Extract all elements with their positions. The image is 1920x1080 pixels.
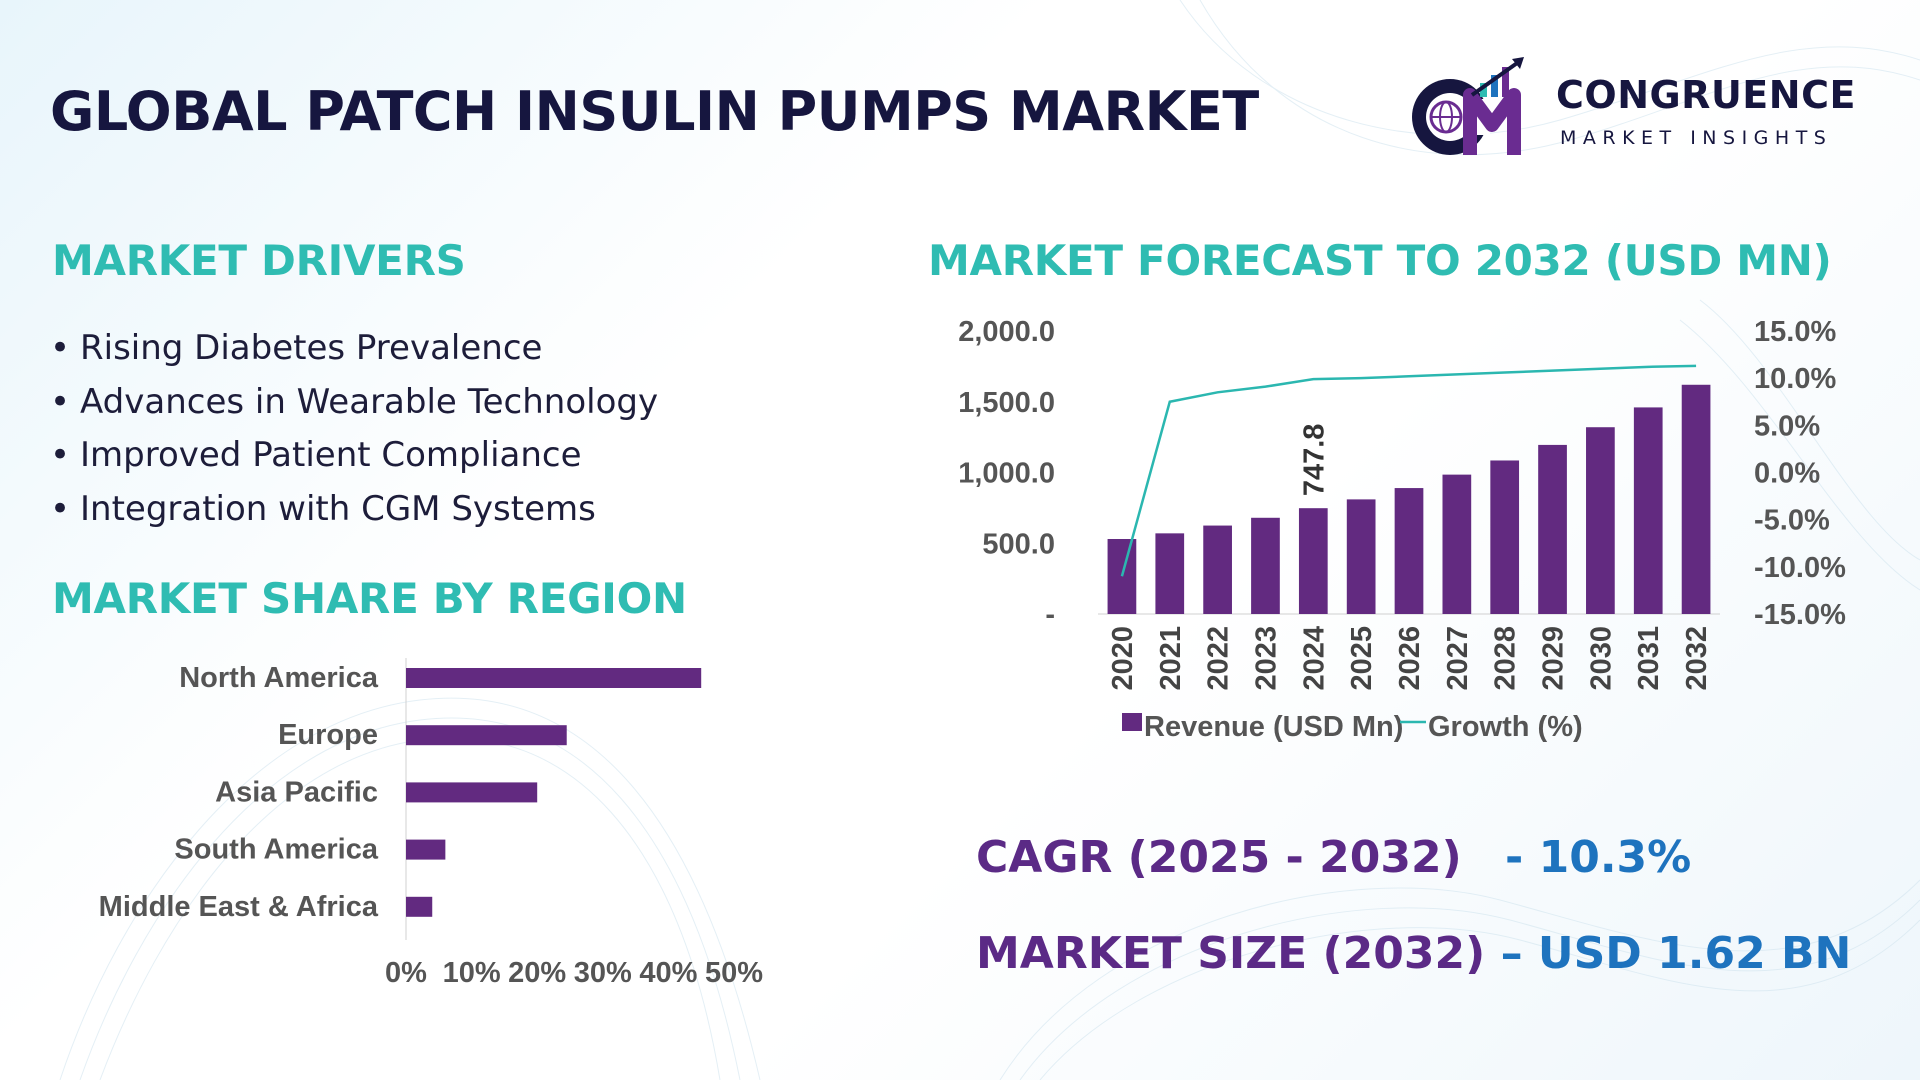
market-size-stat: MARKET SIZE (2032) – USD 1.62 BN bbox=[976, 928, 1851, 979]
driver-item: • Improved Patient Compliance bbox=[50, 435, 582, 475]
driver-item: • Advances in Wearable Technology bbox=[50, 381, 659, 422]
market-size-value: – USD 1.62 BN bbox=[1500, 928, 1852, 979]
forecast-x-tick: 2020 bbox=[1107, 626, 1139, 691]
forecast-y2-tick: 0.0% bbox=[1754, 458, 1820, 490]
cagr-label: CAGR (2025 - 2032) bbox=[976, 832, 1462, 883]
forecast-bar bbox=[1442, 474, 1472, 614]
region-x-tick: 50% bbox=[705, 957, 763, 989]
forecast-y-tick: 1,000.0 bbox=[958, 458, 1055, 490]
forecast-bar bbox=[1298, 508, 1328, 614]
forecast-y2-tick: -10.0% bbox=[1754, 552, 1846, 584]
region-bar bbox=[406, 668, 702, 688]
forecast-y2-tick: -5.0% bbox=[1754, 505, 1830, 537]
region-x-tick: 30% bbox=[574, 957, 632, 989]
forecast-x-tick: 2026 bbox=[1394, 626, 1426, 691]
cagr-value: - 10.3% bbox=[1505, 832, 1692, 883]
driver-item: • Integration with CGM Systems bbox=[50, 488, 596, 529]
forecast-y2-tick: 10.0% bbox=[1754, 363, 1836, 395]
forecast-y-tick: 500.0 bbox=[982, 528, 1055, 560]
forecast-bar bbox=[1681, 384, 1711, 614]
forecast-x-tick: 2032 bbox=[1681, 626, 1713, 691]
brand-tagline: MARKET INSIGHTS bbox=[1560, 127, 1833, 149]
forecast-x-tick: 2023 bbox=[1250, 626, 1282, 691]
region-bar bbox=[406, 896, 433, 917]
forecast-bar bbox=[1251, 517, 1280, 614]
region-label: Asia Pacific bbox=[215, 776, 378, 808]
logo-mark bbox=[1412, 57, 1524, 155]
region-bar bbox=[406, 839, 446, 860]
forecast-bar bbox=[1203, 525, 1232, 614]
forecast-bar bbox=[1490, 460, 1520, 614]
globe-icon bbox=[1429, 100, 1463, 134]
forecast-y2-tick: -15.0% bbox=[1754, 599, 1846, 631]
legend-revenue-swatch bbox=[1122, 713, 1142, 731]
forecast-bar bbox=[1346, 499, 1376, 614]
forecast-x-tick: 2021 bbox=[1155, 626, 1187, 691]
forecast-bar bbox=[1394, 488, 1424, 614]
forecast-x-tick: 2028 bbox=[1490, 626, 1522, 691]
brand-logo: CONGRUENCE MARKET INSIGHTS bbox=[1400, 55, 1870, 160]
forecast-x-tick: 2024 bbox=[1298, 626, 1330, 691]
forecast-x-tick: 2029 bbox=[1538, 626, 1570, 691]
region-label: South America bbox=[174, 834, 378, 866]
region-bar bbox=[406, 782, 538, 803]
forecast-x-tick: 2031 bbox=[1633, 626, 1665, 691]
region-label: Europe bbox=[278, 719, 378, 751]
forecast-bar bbox=[1107, 539, 1137, 614]
forecast-x-tick: 2022 bbox=[1203, 626, 1235, 691]
region-heading: MARKET SHARE BY REGION bbox=[52, 574, 687, 623]
forecast-bar bbox=[1586, 427, 1615, 614]
region-x-tick: 20% bbox=[508, 957, 566, 989]
growth-arrow-icon bbox=[1470, 57, 1524, 97]
forecast-y2-tick: 5.0% bbox=[1754, 410, 1820, 442]
cagr-stat: CAGR (2025 - 2032) - 10.3% bbox=[976, 832, 1691, 883]
forecast-chart: - 500.0 1,000.0 1,500.0 2,000.0 -15.0% -10.0% -… bbox=[958, 316, 1846, 743]
forecast-bar bbox=[1155, 533, 1185, 614]
legend-revenue-label: Revenue (USD Mn) bbox=[1144, 711, 1403, 743]
forecast-y2-tick: 15.0% bbox=[1754, 316, 1836, 348]
market-size-label: MARKET SIZE (2032) bbox=[976, 928, 1486, 979]
forecast-data-label: 747.8 bbox=[1298, 424, 1330, 497]
region-label: North America bbox=[179, 662, 379, 694]
driver-item: • Rising Diabetes Prevalence bbox=[50, 328, 543, 368]
growth-line bbox=[1120, 364, 1697, 577]
forecast-bar bbox=[1538, 444, 1567, 614]
forecast-y-tick: - bbox=[1045, 599, 1055, 631]
forecast-x-tick: 2027 bbox=[1442, 626, 1474, 691]
forecast-bar bbox=[1633, 407, 1663, 614]
region-x-tick: 0% bbox=[385, 957, 427, 989]
brand-name: CONGRUENCE bbox=[1556, 73, 1856, 117]
drivers-heading: MARKET DRIVERS bbox=[52, 236, 466, 285]
forecast-y-tick: 2,000.0 bbox=[958, 316, 1055, 348]
forecast-x-tick: 2025 bbox=[1346, 626, 1378, 691]
legend-growth-label: Growth (%) bbox=[1428, 711, 1583, 743]
region-share-chart: North America Europe Asia Pacific South Ame… bbox=[99, 658, 763, 989]
region-x-tick: 40% bbox=[639, 957, 697, 989]
drivers-list: • Rising Diabetes Prevalence • Advances in… bbox=[50, 322, 658, 536]
region-x-tick: 10% bbox=[443, 957, 501, 989]
forecast-x-tick: 2030 bbox=[1585, 626, 1617, 691]
region-bar bbox=[406, 725, 567, 746]
forecast-heading: MARKET FORECAST TO 2032 (USD MN) bbox=[928, 236, 1832, 285]
forecast-y-tick: 1,500.0 bbox=[958, 387, 1055, 419]
page-title: GLOBAL PATCH INSULIN PUMPS MARKET bbox=[50, 80, 1259, 143]
region-label: Middle East & Africa bbox=[99, 891, 379, 923]
